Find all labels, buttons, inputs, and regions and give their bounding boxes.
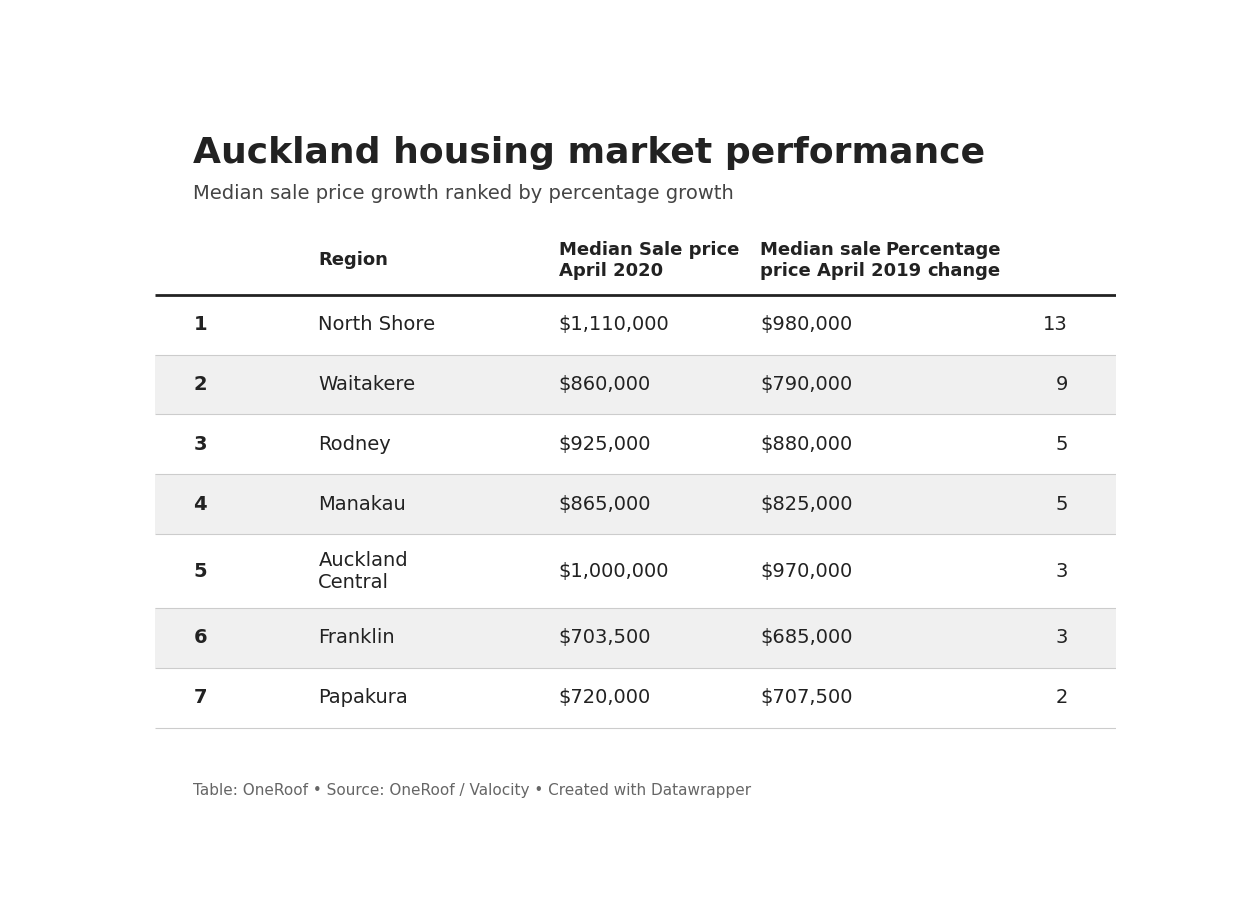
- Text: Papakura: Papakura: [319, 688, 408, 707]
- Text: Franklin: Franklin: [319, 628, 396, 647]
- Bar: [155, 668, 1116, 728]
- Bar: [155, 355, 1116, 414]
- Text: 3: 3: [1055, 628, 1068, 647]
- Text: Auckland
Central: Auckland Central: [319, 550, 408, 591]
- Text: 3: 3: [1055, 561, 1068, 580]
- Text: $790,000: $790,000: [760, 375, 853, 394]
- Text: 2: 2: [193, 375, 207, 394]
- Text: Rodney: Rodney: [319, 435, 391, 454]
- Text: 13: 13: [1043, 315, 1068, 335]
- Text: $703,500: $703,500: [558, 628, 651, 647]
- Text: $865,000: $865,000: [558, 494, 651, 514]
- Text: 6: 6: [193, 628, 207, 647]
- Bar: [155, 295, 1116, 355]
- Text: $685,000: $685,000: [760, 628, 853, 647]
- Bar: [155, 608, 1116, 668]
- Text: Region: Region: [319, 251, 388, 270]
- Text: $720,000: $720,000: [558, 688, 651, 707]
- Text: 9: 9: [1055, 375, 1068, 394]
- Bar: [155, 474, 1116, 534]
- Text: 1: 1: [193, 315, 207, 335]
- Text: 2: 2: [1055, 688, 1068, 707]
- Text: North Shore: North Shore: [319, 315, 435, 335]
- Text: 5: 5: [1055, 494, 1068, 514]
- Text: $707,500: $707,500: [760, 688, 853, 707]
- Text: $1,000,000: $1,000,000: [558, 561, 670, 580]
- Text: $970,000: $970,000: [760, 561, 853, 580]
- Text: 5: 5: [193, 561, 207, 580]
- Text: 3: 3: [193, 435, 207, 454]
- Text: $860,000: $860,000: [558, 375, 651, 394]
- Text: Table: OneRoof • Source: OneRoof / Valocity • Created with Datawrapper: Table: OneRoof • Source: OneRoof / Valoc…: [193, 783, 751, 798]
- Text: Percentage
change: Percentage change: [885, 241, 1001, 280]
- Text: Manakau: Manakau: [319, 494, 407, 514]
- Text: Waitakere: Waitakere: [319, 375, 415, 394]
- Bar: [155, 226, 1116, 295]
- Bar: [155, 534, 1116, 608]
- Text: $980,000: $980,000: [760, 315, 853, 335]
- Text: $825,000: $825,000: [760, 494, 853, 514]
- Text: Median sale
price April 2019: Median sale price April 2019: [760, 241, 921, 280]
- Text: 4: 4: [193, 494, 207, 514]
- Text: Median sale price growth ranked by percentage growth: Median sale price growth ranked by perce…: [193, 184, 734, 203]
- Bar: [155, 414, 1116, 474]
- Text: Median Sale price
April 2020: Median Sale price April 2020: [558, 241, 739, 280]
- Text: $880,000: $880,000: [760, 435, 853, 454]
- Text: $1,110,000: $1,110,000: [558, 315, 670, 335]
- Text: $925,000: $925,000: [558, 435, 651, 454]
- Text: Auckland housing market performance: Auckland housing market performance: [193, 136, 986, 170]
- Text: 7: 7: [193, 688, 207, 707]
- Text: 5: 5: [1055, 435, 1068, 454]
